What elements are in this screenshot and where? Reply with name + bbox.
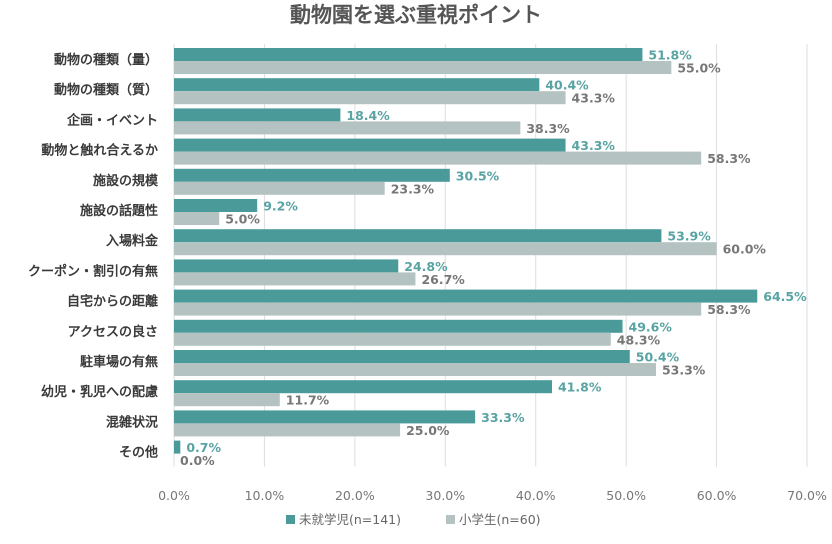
bar-series2 — [174, 363, 656, 376]
bar-series1 — [174, 380, 552, 394]
data-label-series2: 55.0% — [677, 61, 721, 76]
category-label: 幼児・乳児への配慮 — [41, 384, 158, 400]
data-label-series1: 51.8% — [648, 48, 692, 63]
bar-series1 — [174, 138, 566, 152]
bar-series2 — [174, 423, 401, 437]
category-label: 動物と触れ合えるか — [41, 143, 158, 159]
bar-series2 — [174, 181, 385, 195]
bar-series1 — [174, 259, 399, 273]
data-label-series2: 23.3% — [391, 181, 435, 196]
legend: 未就学児(n=141) 小学生(n=60) — [286, 512, 541, 527]
x-tick-label: 40.0% — [516, 488, 556, 503]
bar-series2 — [174, 332, 611, 346]
bar-series1 — [174, 410, 476, 424]
chart-title: 動物園を選ぶ重視ポイント — [290, 3, 542, 27]
bar-series2 — [174, 151, 702, 165]
bar-series1 — [174, 48, 643, 61]
data-label-series1: 33.3% — [481, 410, 525, 425]
data-label-series2: 0.0% — [180, 453, 215, 468]
data-label-series1: 53.9% — [667, 229, 711, 244]
data-label-series1: 49.6% — [629, 319, 673, 334]
data-label-series2: 38.3% — [526, 121, 570, 136]
data-label-series2: 25.0% — [406, 423, 450, 438]
x-tick-label: 60.0% — [697, 488, 737, 503]
bar-series1 — [174, 168, 450, 182]
x-tick-label: 0.0% — [158, 488, 190, 503]
data-label-series1: 9.2% — [263, 199, 298, 214]
bar-series2 — [174, 302, 702, 316]
bar-series2 — [174, 91, 566, 105]
category-label: 施設の規模 — [93, 173, 159, 189]
data-label-series2: 58.3% — [707, 302, 751, 317]
data-label-series2: 60.0% — [723, 242, 767, 257]
legend-swatch — [286, 515, 295, 524]
legend-entry: 未就学児(n=141) — [299, 512, 401, 527]
data-label-series2: 48.3% — [617, 332, 661, 347]
category-labels: 動物の種類（量） 動物の種類（質） 企画・イベント動物と触れ合えるか施設の規模施設の… — [28, 52, 159, 461]
data-label-series1: 18.4% — [346, 108, 390, 123]
data-label-series2: 58.3% — [707, 151, 751, 166]
data-label-series1: 24.8% — [404, 259, 448, 274]
bar-series1 — [174, 78, 540, 92]
bar-series2 — [174, 212, 220, 225]
category-label: その他 — [119, 445, 158, 461]
category-label: 動物の種類（量） — [54, 52, 158, 68]
legend-swatch — [446, 515, 455, 524]
category-label: 駐車場の有無 — [80, 354, 158, 370]
legend-entry: 小学生(n=60) — [459, 512, 541, 527]
x-tick-labels: 0.0% 10.0% 20.0% 30.0% 40.0% 50.0% 60.0% 70.0% — [158, 488, 827, 503]
bar-series2 — [174, 242, 717, 256]
bar-series2 — [174, 272, 416, 286]
data-label-series2: 43.3% — [572, 91, 616, 106]
data-labels: 51.8%55.0%40.4%43.3%18.4%38.3%43.3%58.3%… — [180, 48, 807, 469]
data-label-series1: 30.5% — [456, 168, 500, 183]
bar-series1 — [174, 108, 341, 122]
x-tick-label: 10.0% — [245, 488, 285, 503]
data-label-series1: 64.5% — [763, 289, 807, 304]
bar-series2 — [174, 393, 280, 407]
data-label-series2: 53.3% — [662, 363, 706, 378]
data-label-series1: 41.8% — [558, 380, 602, 395]
x-tick-label: 30.0% — [425, 488, 465, 503]
bar-series1 — [174, 319, 623, 333]
bar-series1 — [174, 289, 758, 303]
data-label-series1: 40.4% — [545, 78, 589, 93]
x-tick-label: 50.0% — [606, 488, 646, 503]
x-tick-label: 20.0% — [335, 488, 375, 503]
bar-series1 — [174, 350, 630, 363]
data-label-series1: 43.3% — [572, 138, 616, 153]
category-label: 自宅からの距離 — [67, 294, 158, 310]
category-label: 企画・イベント — [66, 112, 158, 128]
category-label: 動物の種類（質） — [54, 82, 158, 98]
data-label-series2: 11.7% — [286, 393, 330, 408]
category-label: アクセスの良さ — [68, 324, 158, 340]
x-tick-label: 70.0% — [787, 488, 827, 503]
data-label-series2: 26.7% — [421, 272, 465, 287]
category-label: 施設の話題性 — [80, 203, 158, 219]
bar-series2 — [174, 61, 672, 74]
data-label-series1: 50.4% — [636, 350, 680, 365]
bars — [174, 48, 758, 454]
data-label-series2: 5.0% — [225, 212, 260, 227]
category-label: 入場料金 — [106, 233, 159, 249]
category-label: 混雑状況 — [106, 414, 158, 430]
bar-series1 — [174, 229, 662, 243]
bar-series1 — [174, 199, 258, 212]
data-label-series1: 0.7% — [186, 440, 221, 455]
bar-series1 — [174, 440, 181, 454]
bar-series2 — [174, 121, 521, 135]
category-label: クーポン・割引の有無 — [28, 263, 158, 279]
